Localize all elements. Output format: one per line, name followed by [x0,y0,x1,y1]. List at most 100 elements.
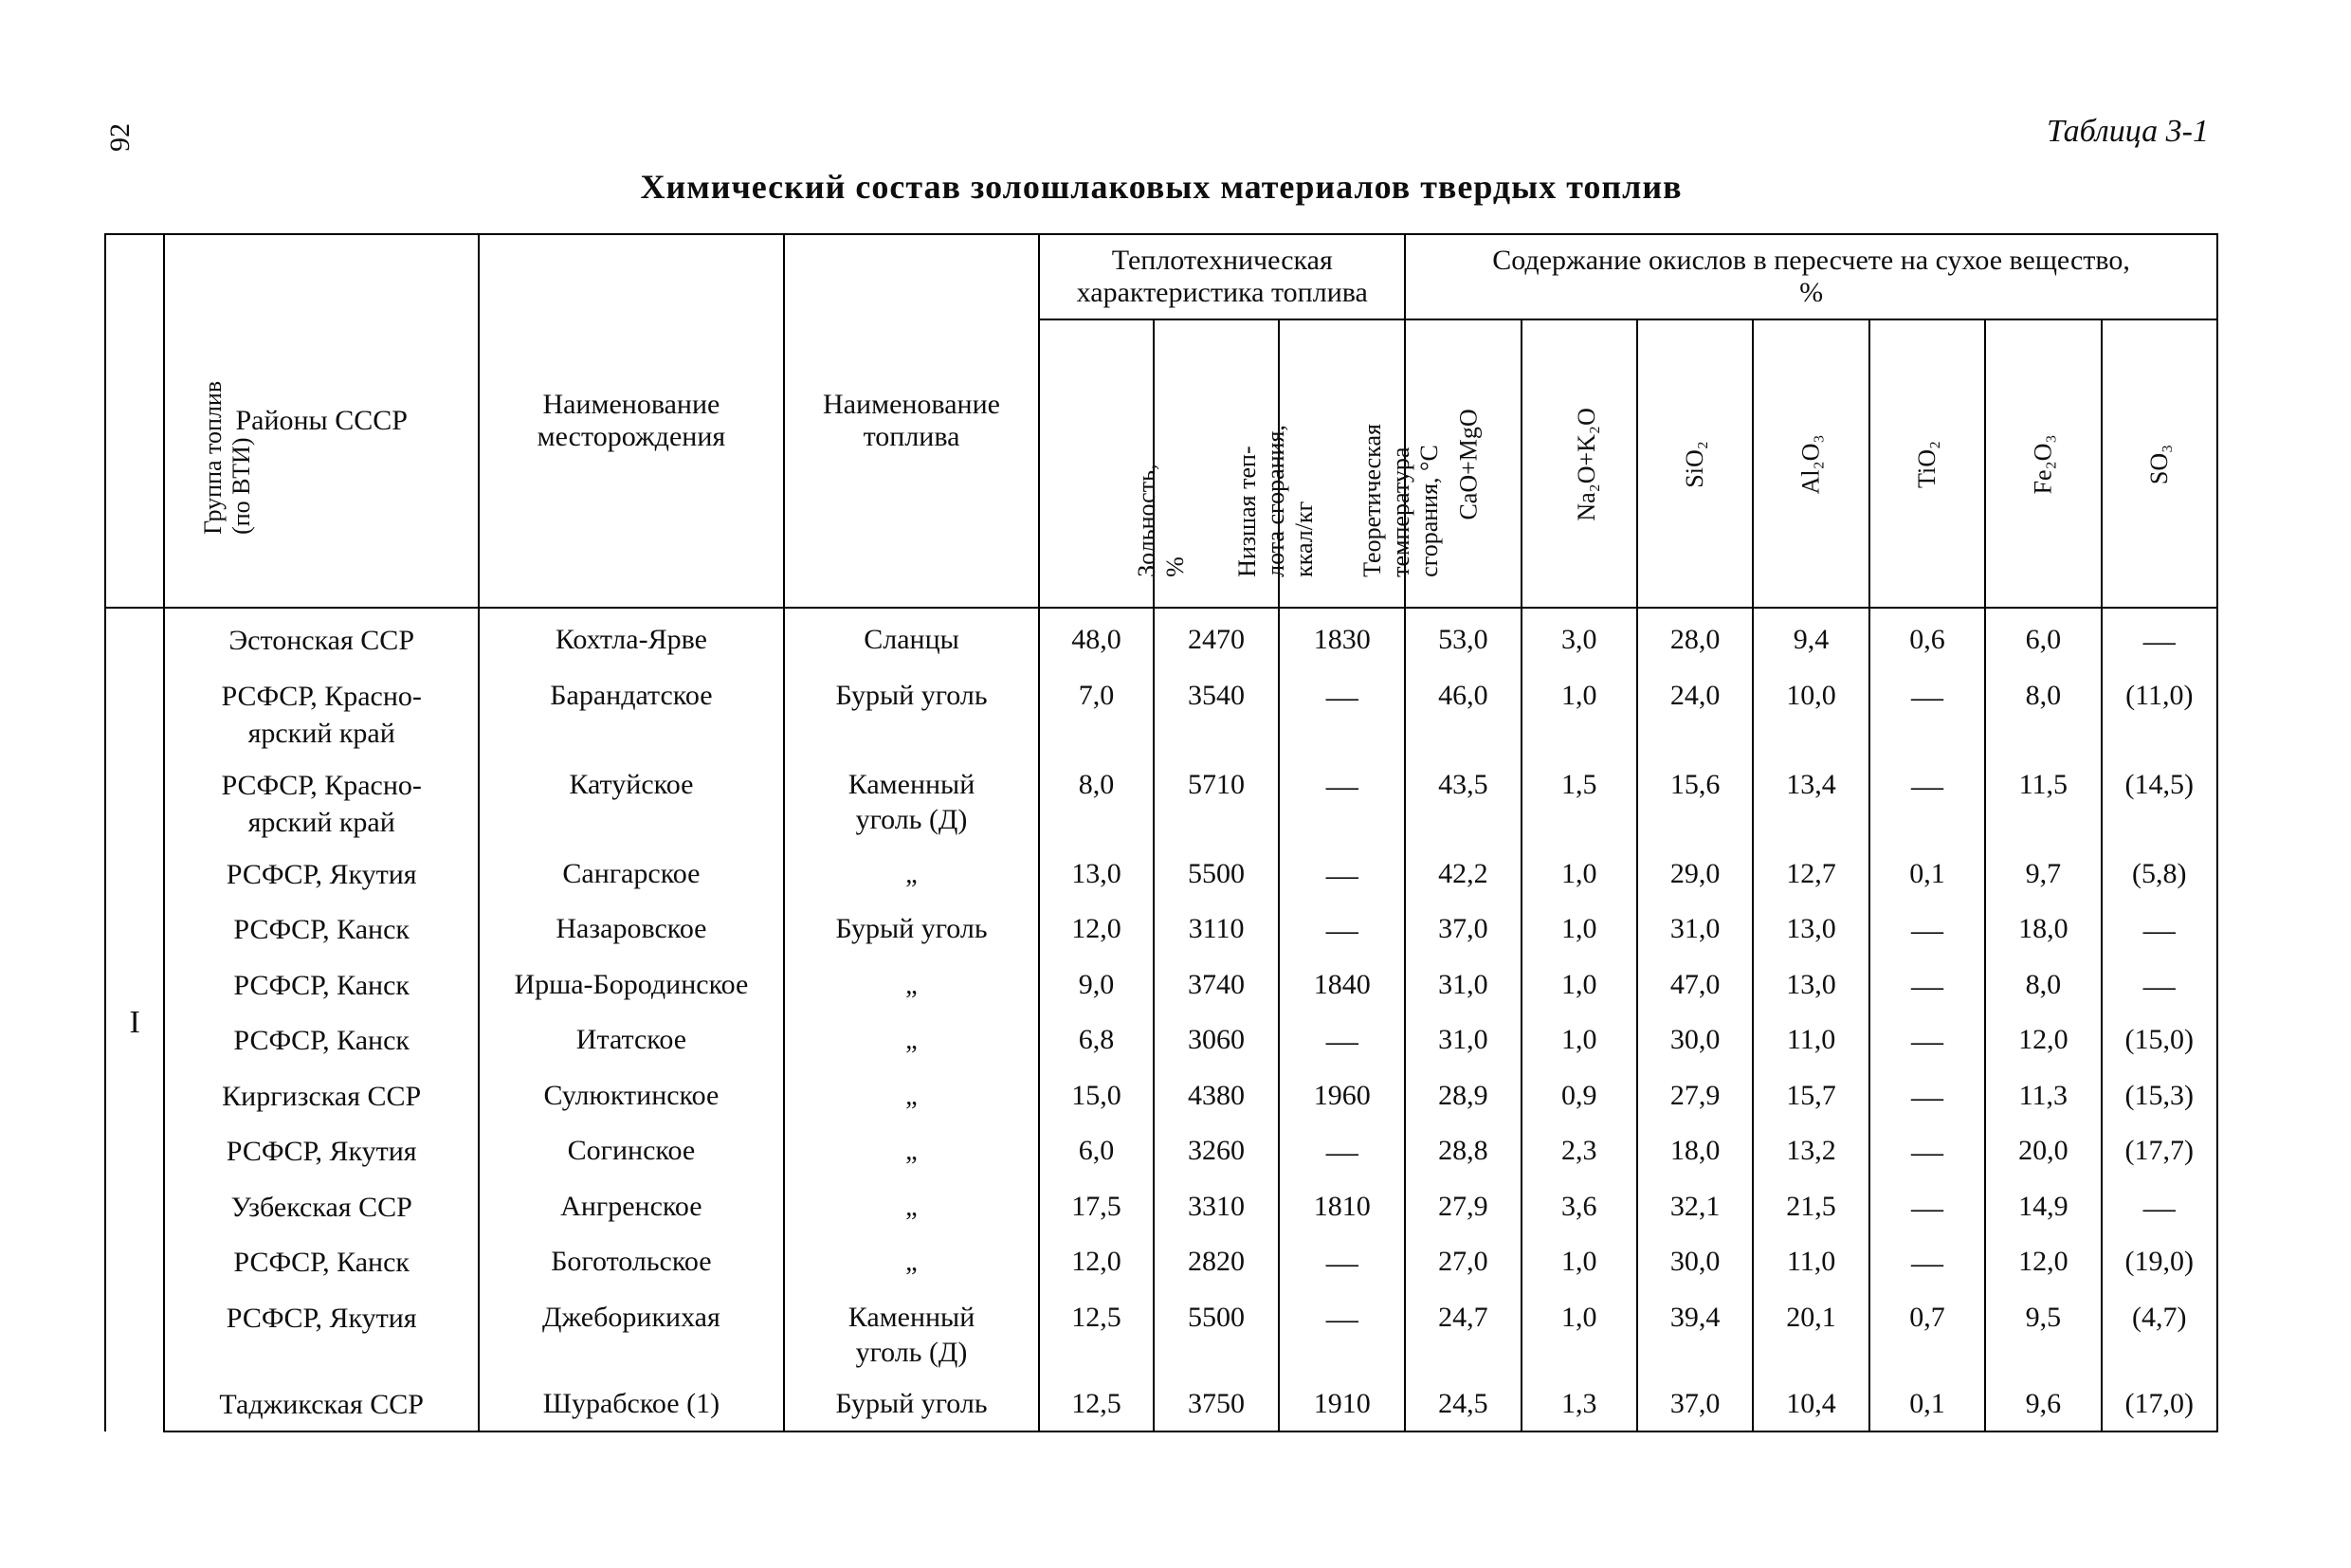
cell-oxide-2: 1,0 [1522,848,1637,904]
cell-region: Эстонская ССР [164,608,479,670]
cell-fuel: „ [784,1125,1040,1181]
table-label: Таблица 3-1 [104,114,2209,150]
hdr-thermal-group: Теплотехническаяхарактеристика топлива [1039,234,1405,319]
cell-ash: 6,0 [1039,1125,1153,1181]
cell-region: РСФСР, Канск [164,903,479,959]
cell-oxide-7: (15,0) [2102,1014,2217,1070]
cell-oxide-7: — [2102,608,2217,670]
hdr-ox4: Al₂O₃ [1753,319,1868,608]
cell-oxide-5: — [1869,1014,1985,1070]
cell-oxide-5: 0,1 [1869,1378,1985,1431]
hdr-deposit: Наименованиеместорождения [479,234,784,608]
cell-oxide-1: 28,8 [1405,1125,1521,1181]
cell-oxide-4: 20,1 [1753,1292,1868,1378]
cell-region: РСФСР, Якутия [164,848,479,904]
cell-oxide-6: 20,0 [1985,1125,2101,1181]
hdr-ox6: Fe₂O₃ [1985,319,2101,608]
cell-ash: 12,0 [1039,903,1153,959]
cell-oxide-2: 1,0 [1522,670,1637,759]
table-row: РСФСР, КанскБоготольское„12,02820—27,01,… [105,1236,2217,1292]
cell-temp: — [1279,1292,1405,1378]
cell-deposit: Джеборикихая [479,1292,784,1378]
cell-oxide-2: 1,0 [1522,1014,1637,1070]
cell-oxide-2: 1,5 [1522,759,1637,848]
cell-oxide-3: 47,0 [1637,959,1753,1015]
cell-oxide-1: 31,0 [1405,959,1521,1015]
cell-fuel: „ [784,1181,1040,1237]
cell-region: Узбекская ССР [164,1181,479,1237]
table-row: Киргизская ССРСулюктинское„15,0438019602… [105,1070,2217,1126]
cell-oxide-6: 11,3 [1985,1070,2101,1126]
cell-temp: — [1279,903,1405,959]
cell-oxide-2: 2,3 [1522,1125,1637,1181]
cell-oxide-4: 15,7 [1753,1070,1868,1126]
cell-oxide-1: 24,7 [1405,1292,1521,1378]
table-row: РСФСР, КанскИтатское„6,83060—31,01,030,0… [105,1014,2217,1070]
cell-temp: 1830 [1279,608,1405,670]
cell-temp: — [1279,848,1405,904]
cell-deposit: Боготольское [479,1236,784,1292]
cell-oxide-1: 27,0 [1405,1236,1521,1292]
cell-temp: 1810 [1279,1181,1405,1237]
cell-region: РСФСР, Канск [164,1236,479,1292]
cell-deposit: Шурабское (1) [479,1378,784,1431]
cell-oxide-4: 21,5 [1753,1181,1868,1237]
hdr-fuel: Наименованиетоплива [784,234,1040,608]
cell-oxide-6: 11,5 [1985,759,2101,848]
cell-oxide-2: 3,6 [1522,1181,1637,1237]
cell-region: РСФСР, Красно-ярский край [164,670,479,759]
cell-oxide-7: — [2102,1181,2217,1237]
cell-oxide-7: (11,0) [2102,670,2217,759]
hdr-ash: Зольность,% [1039,319,1153,608]
cell-region: РСФСР, Якутия [164,1292,479,1378]
cell-deposit: Назаровское [479,903,784,959]
composition-table: Группа топлив(по ВТИ) Районы СССР Наимен… [104,233,2218,1432]
cell-lhv: 5710 [1154,759,1280,848]
cell-oxide-7: (19,0) [2102,1236,2217,1292]
cell-oxide-7: (4,7) [2102,1292,2217,1378]
cell-ash: 6,8 [1039,1014,1153,1070]
cell-oxide-2: 1,0 [1522,959,1637,1015]
cell-fuel: „ [784,1070,1040,1126]
cell-region: РСФСР, Канск [164,1014,479,1070]
cell-oxide-6: 14,9 [1985,1181,2101,1237]
cell-oxide-2: 1,3 [1522,1378,1637,1431]
cell-deposit: Ирша-Бородинское [479,959,784,1015]
cell-deposit: Ангренское [479,1181,784,1237]
cell-deposit: Согинское [479,1125,784,1181]
cell-oxide-1: 53,0 [1405,608,1521,670]
cell-deposit: Кохтла-Ярве [479,608,784,670]
cell-oxide-7: (17,0) [2102,1378,2217,1431]
cell-oxide-4: 11,0 [1753,1014,1868,1070]
cell-deposit: Катуйское [479,759,784,848]
cell-region: РСФСР, Красно-ярский край [164,759,479,848]
hdr-ox7: SO₃ [2102,319,2217,608]
cell-oxide-5: — [1869,759,1985,848]
cell-deposit: Сулюктинское [479,1070,784,1126]
cell-deposit: Сангарское [479,848,784,904]
cell-oxide-3: 28,0 [1637,608,1753,670]
cell-oxide-3: 32,1 [1637,1181,1753,1237]
cell-oxide-3: 31,0 [1637,903,1753,959]
table-body: IЭстонская ССРКохтла-ЯрвеСланцы48,024701… [105,608,2217,1431]
cell-ash: 13,0 [1039,848,1153,904]
cell-oxide-4: 11,0 [1753,1236,1868,1292]
cell-oxide-3: 29,0 [1637,848,1753,904]
cell-oxide-6: 9,7 [1985,848,2101,904]
cell-ash: 15,0 [1039,1070,1153,1126]
cell-lhv: 4380 [1154,1070,1280,1126]
cell-oxide-5: 0,7 [1869,1292,1985,1378]
cell-ash: 12,5 [1039,1292,1153,1378]
hdr-ox2: Na₂O+K₂O [1522,319,1637,608]
cell-oxide-6: 8,0 [1985,670,2101,759]
cell-oxide-7: — [2102,959,2217,1015]
cell-oxide-5: — [1869,903,1985,959]
cell-fuel: „ [784,848,1040,904]
cell-oxide-5: — [1869,1070,1985,1126]
table-row: РСФСР, КанскНазаровскоеБурый уголь12,031… [105,903,2217,959]
cell-oxide-7: (5,8) [2102,848,2217,904]
cell-temp: 1960 [1279,1070,1405,1126]
cell-lhv: 3750 [1154,1378,1280,1431]
cell-region: Киргизская ССР [164,1070,479,1126]
cell-fuel: „ [784,1236,1040,1292]
